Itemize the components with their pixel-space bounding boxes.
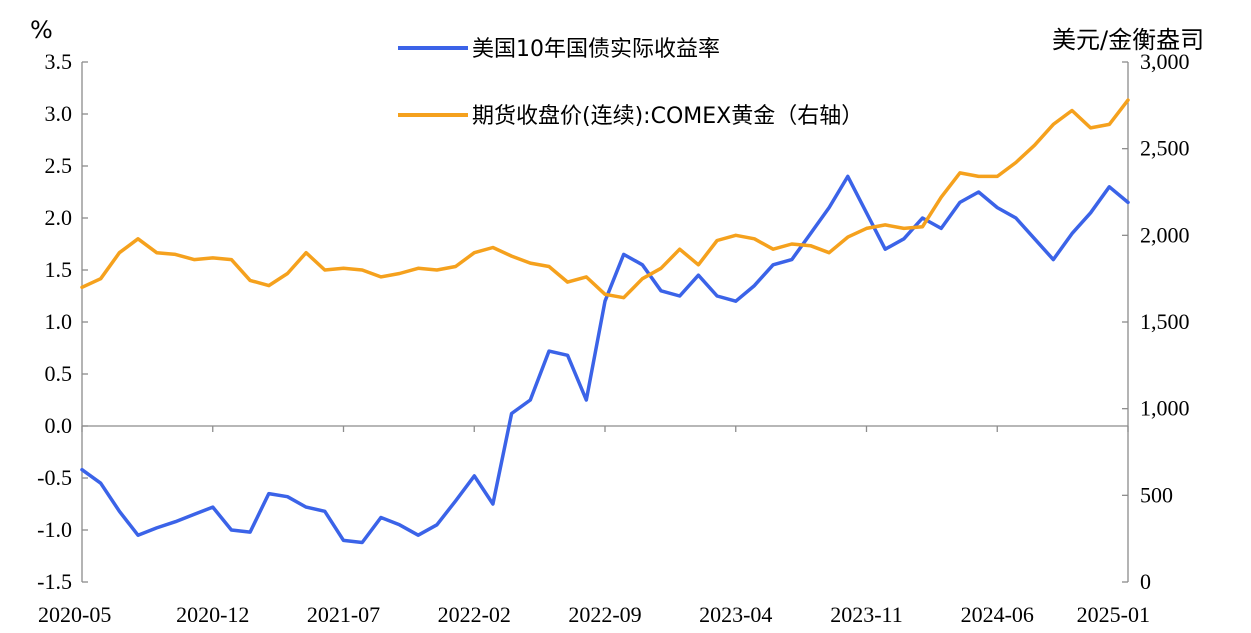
y-right-tick-label: 1,500: [1140, 309, 1190, 334]
x-tick-label: 2023-04: [699, 602, 772, 627]
legend-label-gold: 期货收盘价(连续):COMEX黄金（右轴）: [472, 104, 863, 129]
legend-label-real-yield: 美国10年国债实际收益率: [472, 37, 720, 62]
x-tick-label: 2022-02: [438, 602, 511, 627]
y-left-tick-label: 0.0: [45, 413, 73, 438]
y-right-tick-label: 3,000: [1140, 49, 1190, 74]
x-tick-label: 2024-06: [961, 602, 1034, 627]
x-tick-label: 2023-11: [830, 602, 903, 627]
x-tick-label: 2020-05: [38, 602, 111, 627]
axes: -1.5 -1.0 -0.5 0.0 0.5 1.0 1.5 2.0 2.5 3.0 3.5 0 500…: [37, 49, 1189, 627]
y-left-tick-label: 1.5: [45, 257, 73, 282]
x-tick-label: 2021-07: [307, 602, 380, 627]
series: [80, 98, 1130, 545]
y-left-tick-label: 3.0: [45, 101, 73, 126]
x-tick-label: 2020-12: [176, 602, 249, 627]
y-left-tick-label: 1.0: [45, 309, 73, 334]
y-right-tick-label: 0: [1140, 569, 1151, 594]
y-right-tick-label: 2,000: [1140, 222, 1190, 247]
y-left-unit-label: %: [30, 16, 53, 44]
y-left-tick-label: 0.5: [45, 361, 73, 386]
y-right-tick-label: 2,500: [1140, 136, 1190, 161]
y-left-tick-label: 3.5: [45, 49, 73, 74]
legend: 美国10年国债实际收益率 期货收盘价(连续):COMEX黄金（右轴）: [398, 37, 863, 129]
y-right-tick-label: 500: [1140, 482, 1173, 507]
y-right-tick-label: 1,000: [1140, 396, 1190, 421]
y-right-unit-label: 美元/金衡盎司: [1052, 26, 1204, 54]
x-tick-label: 2022-09: [568, 602, 641, 627]
series-line-gold: [80, 98, 1130, 300]
y-left-tick-label: -1.5: [37, 569, 72, 594]
series-line-real-yield: [80, 174, 1130, 545]
y-left-tick-label: -0.5: [37, 465, 72, 490]
x-tick-label: 2025-01: [1077, 602, 1150, 627]
y-left-tick-label: -1.0: [37, 517, 72, 542]
y-left-tick-label: 2.5: [45, 153, 73, 178]
y-left-tick-label: 2.0: [45, 205, 73, 230]
